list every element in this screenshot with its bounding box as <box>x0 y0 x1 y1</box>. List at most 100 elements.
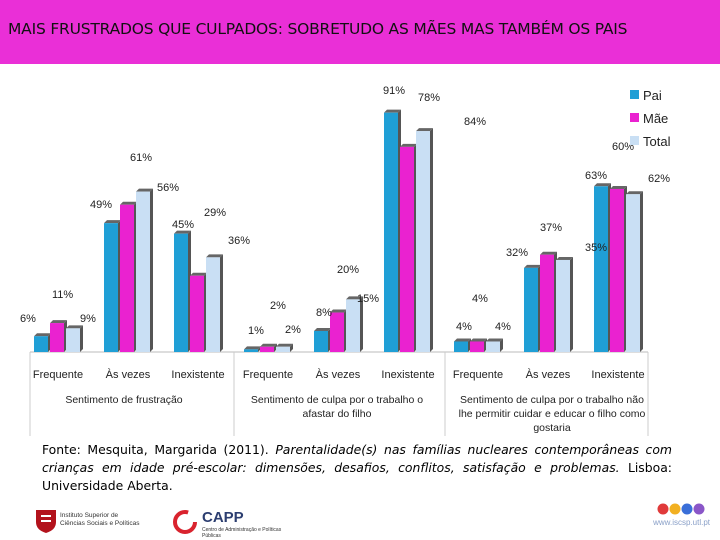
bar-top <box>330 309 347 313</box>
bar-pai-0 <box>34 336 48 352</box>
value-label: 4% <box>472 293 488 305</box>
bar-chart: 6% 11% 9% 49% 56% 61% 45% 29% 36% 1% 2% 2% 8% 15% 20% 9… <box>20 85 671 436</box>
bar-total-6 <box>486 341 500 352</box>
bar-total-8 <box>626 194 640 352</box>
value-label: 2% <box>270 300 286 312</box>
category-label: Às vezes <box>106 368 151 381</box>
bar-top <box>626 191 643 195</box>
bar-top <box>260 343 277 347</box>
legend-label-2: Total <box>643 134 671 149</box>
bar-mae-1 <box>120 204 134 352</box>
bar-top <box>540 251 557 255</box>
bar-mae-6 <box>470 341 484 352</box>
value-label: 84% <box>464 116 486 128</box>
value-label: 8% <box>316 307 332 319</box>
bar-top <box>34 333 51 337</box>
value-label: 29% <box>204 207 226 219</box>
value-label: 20% <box>337 264 359 276</box>
capp-logo-subtitle: Centro de Administração e Políticas Públ… <box>202 527 282 539</box>
group-label-1: Sentimento de frustração <box>65 394 182 406</box>
value-label: 6% <box>20 313 36 325</box>
bar-pai-3 <box>244 349 258 352</box>
bar-side <box>220 254 223 352</box>
source-title: Parentalidade(s) nas famílias nucleares … <box>42 442 672 475</box>
value-label: 1% <box>248 325 264 337</box>
bar-top <box>314 327 331 331</box>
group-label-line: lhe permitir cuidar e educar o filho com… <box>459 408 646 420</box>
bar-top <box>276 343 293 347</box>
site-url: www.iscsp.utl.pt <box>653 518 710 527</box>
iscsp-logo-text: Instituto Superior de Ciências Sociais e… <box>60 512 140 527</box>
bar-side <box>640 191 643 352</box>
category-label: Frequente <box>33 369 83 381</box>
value-label: 35% <box>585 242 607 254</box>
bar-pai-4 <box>314 330 328 352</box>
value-label: 62% <box>648 173 670 185</box>
bar-top <box>190 272 207 276</box>
value-label: 49% <box>90 199 112 211</box>
bar-side <box>430 128 433 352</box>
bar-top <box>244 346 261 350</box>
legend-swatch-2 <box>630 136 639 145</box>
group-label-line: Sentimento de culpa por o trabalho o <box>251 394 423 406</box>
value-label: 2% <box>285 324 301 336</box>
bar-top <box>174 230 191 234</box>
bar-pai-6 <box>454 341 468 352</box>
bar-total-7 <box>556 259 570 352</box>
capp-logo-title: CAPP <box>202 509 244 526</box>
bar-top <box>346 296 363 300</box>
bar-total-2 <box>206 257 220 352</box>
bar-total-5 <box>416 131 430 352</box>
value-label: 60% <box>612 141 634 153</box>
bar-pai-7 <box>524 267 538 352</box>
capp-logo-icon <box>173 510 197 534</box>
bar-top <box>556 256 573 260</box>
legend-label-1: Mãe <box>643 111 668 126</box>
category-label: Frequente <box>243 369 293 381</box>
bar-top <box>206 254 223 258</box>
bar-top <box>470 338 487 342</box>
value-label: 9% <box>80 313 96 325</box>
bar-top <box>416 128 433 132</box>
value-label: 15% <box>357 293 379 305</box>
source-suffix: Lisboa: Universidade Aberta. <box>42 460 672 493</box>
value-label: 4% <box>456 321 472 333</box>
value-label: 37% <box>540 222 562 234</box>
bar-side <box>360 296 363 352</box>
iscsp-logo-icon <box>36 510 56 533</box>
source-prefix: Fonte: Mesquita, Margarida (2011). <box>42 442 276 457</box>
bar-mae-2 <box>190 275 204 352</box>
bar-top <box>384 109 401 113</box>
bar-top <box>50 320 67 324</box>
value-label: 91% <box>383 85 405 97</box>
bar-pai-8 <box>594 186 608 352</box>
bar-top <box>454 338 471 342</box>
bar-mae-0 <box>50 323 64 352</box>
category-label: Inexistente <box>171 369 224 381</box>
value-label: 63% <box>585 170 607 182</box>
bar-total-1 <box>136 191 150 352</box>
bar-top <box>594 183 611 187</box>
circles-logo-icon <box>657 503 705 515</box>
bar-side <box>290 343 293 352</box>
bar-top <box>400 143 417 147</box>
bar-total-0 <box>66 328 80 352</box>
group-label-3: Sentimento de culpa por o trabalho não lh… <box>459 394 646 434</box>
legend-swatch-1 <box>630 113 639 122</box>
value-label: 36% <box>228 235 250 247</box>
bar-side <box>150 188 153 352</box>
bar-total-3 <box>276 346 290 352</box>
bar-mae-5 <box>400 146 414 352</box>
value-label: 32% <box>506 247 528 259</box>
bar-pai-2 <box>174 233 188 352</box>
bar-total-4 <box>346 299 360 352</box>
footer: Instituto Superior de Ciências Sociais e… <box>0 500 720 540</box>
labels-layer: 6% 11% 9% 49% 56% 61% 45% 29% 36% 1% 2% 2% 8% 15% 20% 9… <box>20 85 670 434</box>
bar-top <box>104 220 121 224</box>
legend-swatch-0 <box>630 90 639 99</box>
bar-mae-4 <box>330 312 344 352</box>
group-label-line: afastar do filho <box>303 408 372 420</box>
page-title: MAIS FRUSTRADOS QUE CULPADOS: SOBRETUDO … <box>8 20 628 38</box>
group-label-line: Sentimento de frustração <box>65 394 182 406</box>
bar-side <box>274 343 277 352</box>
